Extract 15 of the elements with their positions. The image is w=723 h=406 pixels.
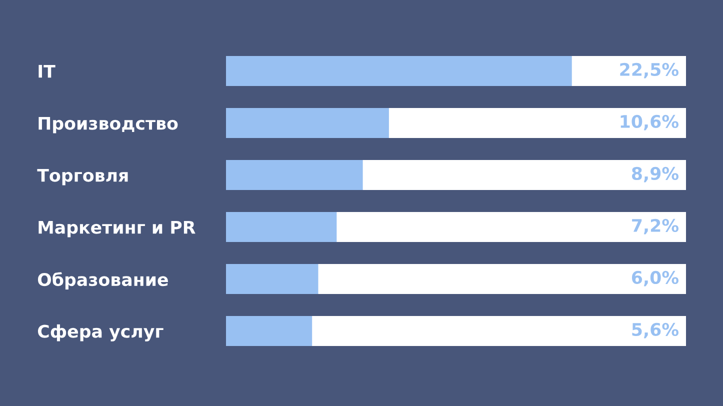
y-tick-label: IT bbox=[38, 64, 56, 78]
y-tick-label: Образование bbox=[38, 272, 168, 290]
bar bbox=[226, 264, 318, 294]
data-label: 10,6% bbox=[620, 114, 679, 130]
y-tick-label: Сфера услуг bbox=[38, 324, 164, 342]
data-label: 22,5% bbox=[620, 62, 679, 78]
data-label: 7,2% bbox=[632, 218, 679, 234]
y-tick-label: Маркетинг и PR bbox=[38, 220, 196, 238]
data-label: 5,6% bbox=[632, 322, 679, 338]
y-tick-label: Производство bbox=[38, 116, 178, 134]
data-label: 6,0% bbox=[632, 270, 679, 286]
y-tick-label: Торговля bbox=[37, 168, 128, 186]
bar bbox=[226, 316, 312, 346]
bar bbox=[226, 212, 337, 242]
data-label: 8,9% bbox=[632, 166, 679, 182]
